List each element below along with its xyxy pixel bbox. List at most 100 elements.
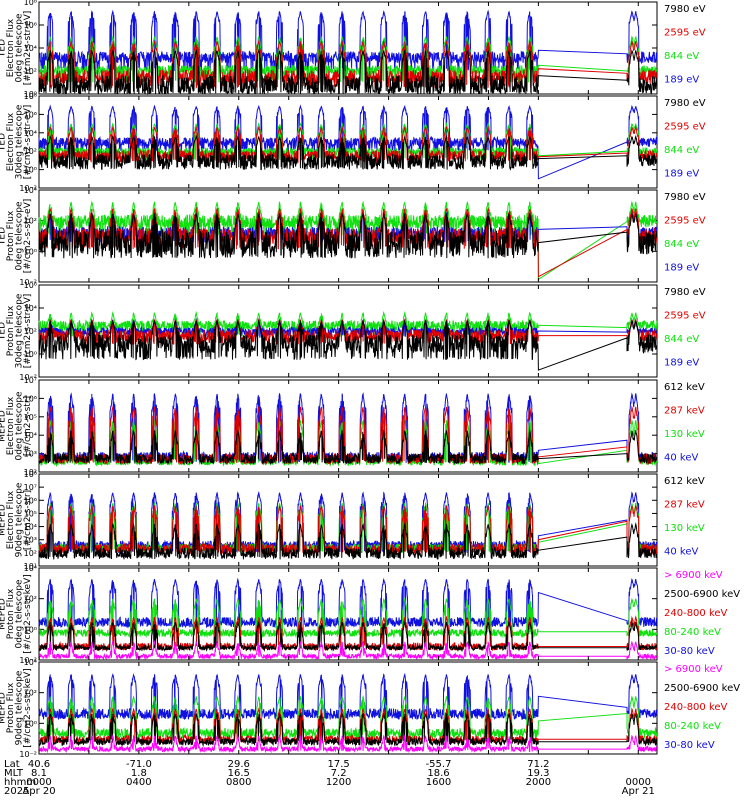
y-tick-label: 10⁻²	[19, 656, 37, 665]
legend-entry: 2500-6900 keV	[664, 683, 740, 694]
legend-entry: 30-80 keV	[664, 740, 715, 751]
series-line	[38, 429, 658, 466]
legend-entry: 130 keV	[664, 429, 705, 440]
legend-entry: 240-800 keV	[664, 702, 728, 713]
y-axis-label-line: Electron Flux	[6, 112, 16, 171]
panel-frame	[38, 473, 658, 567]
y-axis-label-line: [#/cm2-s-str]	[23, 490, 33, 550]
y-tick-label: 10⁰	[24, 166, 37, 175]
y-axis-label-line: Proton Flux	[6, 305, 16, 356]
y-axis-label-line: [#/cm2-s-str-eV]	[23, 294, 33, 369]
y-tick-label: 10⁴	[24, 658, 37, 667]
time-axis-row-label: Lat	[4, 759, 20, 770]
y-tick-label: 10⁴	[24, 129, 37, 138]
legend-entry: 7980 eV	[664, 287, 706, 298]
series-line	[38, 597, 658, 639]
series-line	[38, 9, 658, 72]
lat-tick-label: 29.6	[228, 759, 250, 770]
lat-tick-label: 71.2	[527, 759, 549, 770]
series-line	[38, 672, 658, 721]
legend-entry: 2500-6900 keV	[664, 589, 740, 600]
legend-entry: 189 eV	[664, 263, 699, 274]
y-axis-label-line: Electron Flux	[6, 490, 16, 549]
legend-entry: 189 eV	[664, 358, 699, 369]
y-axis-label-line: TED	[0, 227, 7, 246]
y-tick-label: 10⁰	[24, 247, 37, 256]
y-tick-label: 10²	[24, 67, 37, 76]
legend-entry: 80-240 keV	[664, 721, 721, 732]
lat-tick-label: 40.6	[28, 759, 50, 770]
series-line	[38, 522, 658, 560]
y-tick-label: 10⁴	[24, 523, 37, 532]
y-axis-label-line: [#/cm2-s-str-keV]	[23, 574, 33, 653]
panel-frame	[38, 379, 658, 473]
legend-entry: 240-800 keV	[664, 608, 728, 619]
y-axis-label-line: MEPED	[0, 504, 7, 536]
y-tick-label: 10⁶	[24, 110, 37, 119]
date-label: Apr 21	[622, 786, 655, 797]
hhmm-tick-label: 1200	[326, 777, 351, 788]
legend-entry: 2595 eV	[664, 122, 706, 133]
mlt-tick-label: 19.3	[527, 768, 549, 779]
legend-entry: 30-80 keV	[664, 646, 715, 657]
mlt-tick-label: 7.2	[331, 768, 347, 779]
mlt-tick-label: 8.1	[31, 768, 47, 779]
y-tick-label: 10⁴	[24, 186, 37, 195]
y-tick-label: 10¹	[24, 562, 37, 571]
legend-entry: 612 keV	[664, 476, 705, 487]
y-axis-label-line: 0deg telescope	[14, 579, 24, 649]
y-axis-label-line: 0deg telescope	[14, 201, 24, 271]
y-tick-label: 10⁵	[24, 413, 37, 422]
legend-entry: 189 eV	[664, 169, 699, 180]
y-tick-label: 10⁻²	[19, 373, 37, 382]
legend-entry: 844 eV	[664, 239, 699, 250]
time-axis-row-label: 2025	[4, 786, 29, 797]
series-line	[38, 639, 657, 661]
mlt-tick-label: 1.8	[131, 768, 147, 779]
y-tick-label: 10⁵	[24, 509, 37, 518]
legend-entry: 80-240 keV	[664, 627, 721, 638]
y-tick-label: 10⁶	[24, 394, 37, 403]
legend-entry: 40 keV	[664, 453, 698, 464]
legend-entry: 7980 eV	[664, 192, 706, 203]
y-tick-label: 10⁰	[24, 90, 37, 99]
y-axis-label-line: MEPED	[0, 692, 7, 724]
series-line	[38, 212, 658, 259]
series-line	[38, 310, 658, 337]
y-tick-label: 10⁸	[24, 92, 37, 101]
legend-entry: 287 keV	[664, 500, 705, 511]
legend-entry: 612 keV	[664, 382, 705, 393]
y-axis-label-line: 30deg telescope	[14, 104, 24, 179]
y-axis-label-line: MEPED	[0, 410, 7, 442]
y-tick-label: 10²	[24, 689, 37, 698]
y-axis-label-line: 0deg telescope	[14, 13, 24, 83]
legend-entry: 7980 eV	[664, 4, 706, 15]
y-axis-label-line: Proton Flux	[6, 588, 16, 639]
legend-entry: > 6900 keV	[664, 664, 723, 675]
y-tick-label: 10²	[24, 595, 37, 604]
y-axis-label-line: Proton Flux	[6, 210, 16, 261]
y-axis-label-line: Electron Flux	[6, 18, 16, 77]
lat-tick-label: 17.5	[328, 759, 350, 770]
hhmm-tick-label: 0800	[226, 777, 251, 788]
y-tick-label: 10⁴	[24, 564, 37, 573]
time-axis-row-label: hhmm	[4, 777, 36, 788]
series-line	[38, 134, 658, 171]
legend-entry: 40 keV	[664, 547, 698, 558]
y-axis-label-line: 90deg telescope	[14, 482, 24, 557]
y-tick-label: 10²	[24, 327, 37, 336]
lat-tick-label: -71.0	[126, 759, 152, 770]
series-line	[38, 620, 658, 653]
y-tick-label: 10⁸	[24, 0, 37, 7]
y-tick-label: 10²	[24, 217, 37, 226]
